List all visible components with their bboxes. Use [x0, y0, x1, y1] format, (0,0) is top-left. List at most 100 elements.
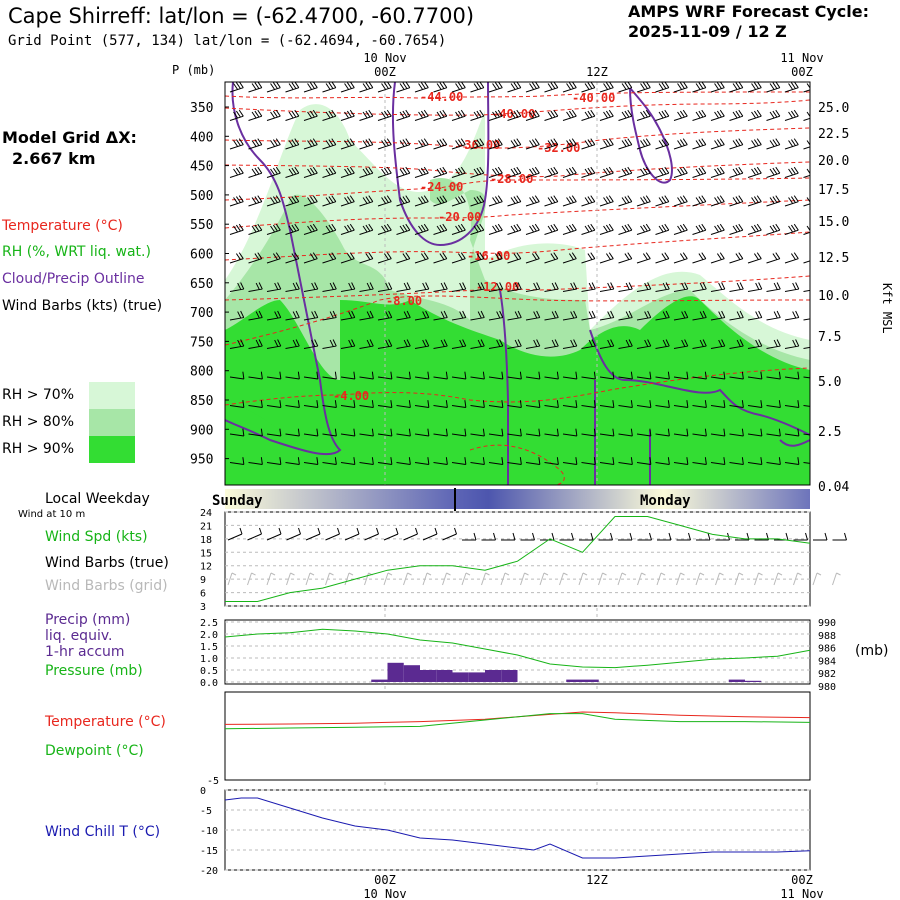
height-tick-label: 25.0 [818, 101, 849, 116]
precip-bar [436, 670, 453, 682]
precip-bar [582, 679, 599, 682]
weekday-monday: Monday [640, 493, 691, 509]
legend-temperature: Temperature (°C) [2, 218, 123, 234]
height-tick-label: 12.5 [818, 251, 849, 266]
wind-barb [655, 339, 670, 349]
wind-tick-label: 3 [200, 602, 206, 613]
contour-label: -40.00 [492, 107, 535, 121]
wind-barb [803, 345, 810, 349]
wind-barb [322, 82, 337, 93]
model-grid-label: Model Grid ΔX: [2, 128, 137, 147]
precip-tick-label: 1.5 [200, 642, 218, 653]
wind-barb [766, 223, 781, 235]
wind-panel-y-labels: 24 21 18 15 12 9 6 3 [200, 508, 212, 613]
wind-barb [766, 282, 781, 292]
bottom-axis-hour: 12Z [586, 873, 608, 887]
pressure-tick-label: 500 [190, 189, 213, 204]
wind-barb [303, 282, 319, 292]
wind-barb [266, 339, 282, 349]
wind-barb [655, 282, 670, 292]
wind-barb [544, 138, 559, 150]
wind-barb [377, 166, 392, 178]
wind-barb [266, 195, 281, 207]
wind-barb [451, 339, 467, 349]
surface-barb-grid [422, 572, 432, 586]
wind-barb [673, 371, 689, 380]
wind-barb [322, 371, 337, 380]
wind-barb [285, 310, 300, 321]
wind-barb [340, 282, 356, 292]
wind-barb [451, 109, 466, 121]
wind-barb [451, 371, 467, 380]
surface-barb-grid [325, 572, 334, 586]
wind-barb [803, 224, 810, 235]
surface-barb-true [657, 532, 672, 541]
wind-barb [562, 428, 578, 437]
top-axis-hour: 00Z [791, 65, 813, 79]
wind-barb [692, 428, 707, 437]
wind-barb [729, 252, 744, 264]
bottom-axis-hour: 00Z [374, 873, 396, 887]
wind-barb [340, 223, 355, 235]
wind-barb [599, 371, 615, 380]
wind-barb [525, 109, 540, 121]
wind-barb [636, 252, 651, 264]
wind-barb [488, 109, 503, 121]
wind-barb [340, 138, 355, 150]
cross-section-frame [224, 81, 811, 486]
wind-barb [470, 457, 485, 465]
wind-panel-frame [224, 511, 811, 607]
wind-barb [248, 428, 263, 437]
wind-barb [303, 82, 318, 93]
wind-barb [470, 282, 485, 292]
wind-barb [766, 310, 781, 321]
wind-barb [451, 252, 466, 264]
pressure-tick-label: 850 [190, 394, 213, 409]
wind-barb [544, 109, 559, 121]
surface-barb-true [227, 527, 243, 541]
wind-barb [248, 339, 263, 349]
wind-barb [655, 252, 670, 264]
wind-barb [266, 166, 281, 178]
wind-barb [433, 371, 448, 380]
wind-barb [525, 195, 540, 207]
precip-tick-label: 0.0 [200, 678, 218, 689]
contour-label: -12.00 [476, 280, 519, 294]
wind-barb [673, 339, 689, 349]
wind-barb [618, 252, 633, 264]
wind-barb [655, 428, 670, 437]
dewpoint-line [224, 713, 811, 730]
forecast-cycle-line2: 2025-11-09 / 12 Z [628, 22, 787, 41]
wind-barb [581, 223, 596, 235]
wind-barb [766, 195, 781, 207]
label-local-weekday: Local Weekday [45, 491, 150, 507]
wind-barb [248, 282, 263, 292]
wind-barb [562, 82, 577, 93]
wind-barb [340, 400, 356, 408]
wind-barb [396, 428, 411, 437]
wind-tick-label: 15 [200, 548, 212, 559]
temp-panel-frame [224, 691, 811, 781]
wind-barb [636, 109, 651, 121]
wind-barb [655, 166, 670, 178]
wind-barb [229, 166, 244, 178]
surface-barb-true [422, 527, 438, 541]
wind-barb [710, 457, 726, 465]
wind-barb [285, 166, 300, 178]
wind-barb [488, 339, 504, 349]
wind-tick-label: 21 [200, 521, 212, 532]
wind-barb [470, 82, 485, 93]
wind-barb [636, 82, 651, 93]
wind-barb [599, 339, 615, 349]
wind-barb [433, 195, 448, 207]
forecast-cycle-line1: AMPS WRF Forecast Cycle: [628, 2, 870, 21]
surface-barb-grid [578, 572, 588, 586]
wind-barb [766, 252, 781, 264]
wind-barb [266, 428, 282, 437]
wind-barb [248, 223, 263, 235]
wind-barb [636, 282, 652, 292]
surface-barb-grid [695, 572, 705, 586]
wind-barb [710, 371, 726, 380]
wind-barb [359, 282, 374, 292]
wind-barb [784, 109, 799, 121]
